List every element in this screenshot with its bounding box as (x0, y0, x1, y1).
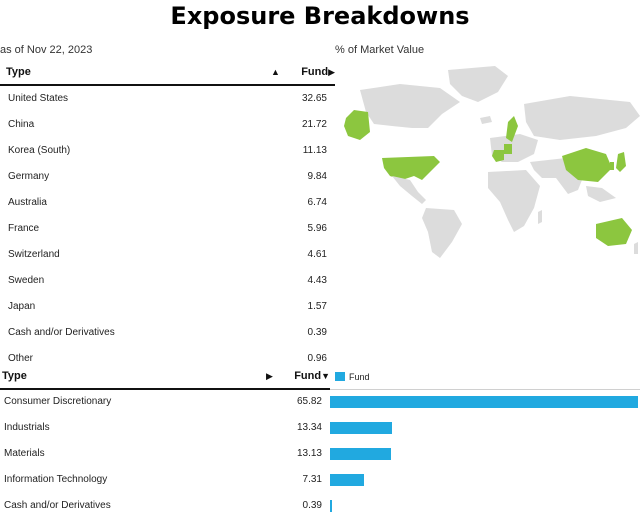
geo-fund-column-header[interactable]: Fund▶ (301, 62, 335, 82)
country-name: Cash and/or Derivatives (8, 327, 115, 338)
sector-table-header: Type ▶ Fund▼ (0, 366, 330, 390)
country-weight: 11.13 (302, 145, 327, 156)
country-name: Korea (South) (8, 145, 71, 156)
sector-table-row: Cash and/or Derivatives 0.39 (4, 493, 322, 519)
sector-bar (330, 396, 638, 408)
country-name: China (8, 119, 35, 130)
map-china (562, 148, 612, 182)
geo-table-row: Korea (South) 11.13 (8, 138, 327, 164)
map-iceland (480, 116, 492, 124)
geo-table-row: France 5.96 (8, 216, 327, 242)
chart-axis-line (330, 389, 640, 390)
map-greenland (448, 66, 508, 102)
geo-table-row: Germany 9.84 (8, 164, 327, 190)
map-alaska (344, 110, 370, 140)
world-map-svg (344, 66, 640, 258)
sector-weight: 13.13 (296, 448, 322, 459)
sector-fund-column-header[interactable]: Fund▼ (294, 366, 330, 386)
map-new-zealand (634, 242, 638, 254)
map-madagascar (538, 210, 542, 224)
map-label: % of Market Value (335, 44, 425, 56)
country-weight: 21.72 (301, 119, 327, 130)
country-name: Sweden (8, 275, 45, 286)
legend-swatch (335, 372, 345, 381)
as-of-date: as of Nov 22, 2023 (0, 44, 93, 56)
country-weight: 32.65 (301, 93, 327, 104)
fund-label: Fund (294, 370, 322, 382)
country-name: United States (8, 93, 69, 104)
map-africa (488, 170, 540, 232)
map-mexico (392, 176, 426, 204)
country-name: Germany (8, 171, 50, 182)
geo-table-row: Sweden 4.43 (8, 268, 327, 294)
sector-bar (330, 448, 391, 460)
map-sweden (506, 116, 518, 142)
geo-table-row: Cash and/or Derivatives 0.39 (8, 320, 327, 346)
sort-up-icon[interactable]: ▲ (271, 67, 280, 77)
country-weight: 0.96 (307, 353, 327, 364)
country-name: Japan (8, 301, 36, 312)
world-map (330, 62, 640, 262)
sector-name: Industrials (4, 422, 50, 433)
geo-table-row: Japan 1.57 (8, 294, 327, 320)
sector-bar (330, 474, 364, 486)
map-canada (360, 84, 460, 128)
page-title: Exposure Breakdowns (170, 2, 470, 30)
sector-name: Information Technology (4, 474, 108, 485)
country-weight: 5.96 (307, 223, 327, 234)
fund-label: Fund (301, 66, 329, 78)
country-weight: 1.57 (307, 301, 327, 312)
country-name: Switzerland (8, 249, 60, 260)
sector-table-row: Consumer Discretionary 65.82 (4, 389, 322, 415)
sort-right-icon[interactable]: ▶ (266, 371, 273, 381)
sector-table-row: Information Technology 7.31 (4, 467, 322, 493)
sector-table-row: Materials 13.13 (4, 441, 322, 467)
country-weight: 4.61 (307, 249, 327, 260)
map-usa (382, 156, 440, 180)
country-name: France (8, 223, 40, 234)
sector-weight: 65.82 (296, 396, 322, 407)
sector-name: Materials (4, 448, 45, 459)
geo-table-row: Australia 6.74 (8, 190, 327, 216)
country-name: Australia (8, 197, 47, 208)
geo-type-column-header[interactable]: Type (6, 66, 31, 78)
sector-weight: 13.34 (296, 422, 322, 433)
country-weight: 4.43 (307, 275, 327, 286)
sector-type-column-header[interactable]: Type (2, 370, 27, 382)
country-weight: 9.84 (307, 171, 327, 182)
map-australia (596, 218, 632, 246)
country-weight: 0.39 (307, 327, 327, 338)
legend-label: Fund (349, 372, 370, 382)
geo-table-row: China 21.72 (8, 112, 327, 138)
sector-name: Cash and/or Derivatives (4, 500, 111, 511)
sector-table-row: Industrials 13.34 (4, 415, 322, 441)
chart-legend: Fund (335, 372, 370, 382)
map-southeast-asia (586, 186, 616, 202)
map-japan (616, 152, 626, 172)
map-germany (504, 144, 512, 154)
map-korea (610, 162, 614, 170)
sector-name: Consumer Discretionary (4, 396, 112, 407)
geo-table-row: United States 32.65 (8, 86, 327, 112)
geo-table-row: Switzerland 4.61 (8, 242, 327, 268)
map-russia (524, 96, 640, 140)
map-south-america (422, 208, 462, 258)
country-weight: 6.74 (307, 197, 327, 208)
country-name: Other (8, 353, 34, 364)
sector-weight: 0.39 (302, 500, 322, 511)
sector-bar (330, 500, 332, 512)
sector-bar (330, 422, 392, 434)
geo-table-row: Other 0.96 (8, 346, 327, 372)
map-france (492, 150, 504, 162)
sort-down-icon: ▼ (321, 371, 330, 381)
geo-table-header: Type ▲ Fund▶ (0, 62, 335, 86)
sort-right-icon: ▶ (328, 67, 335, 77)
sector-weight: 7.31 (302, 474, 322, 485)
